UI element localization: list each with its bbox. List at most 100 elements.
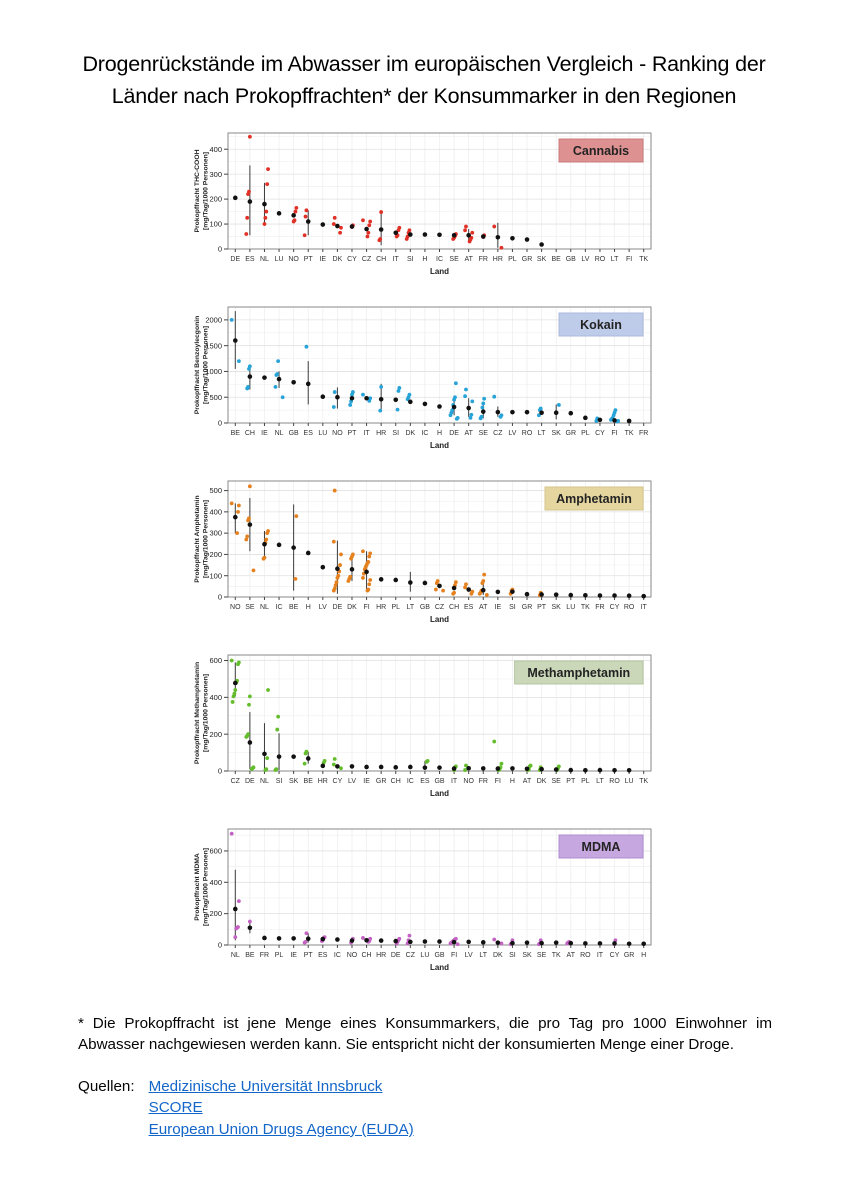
chart-mdma: 0 200 400 600 NL BE FR PL IE PT ES IC NO CH HR DE CZ LU GB… — [191, 823, 657, 983]
svg-text:GR: GR — [624, 952, 635, 959]
svg-text:BE: BE — [231, 430, 241, 437]
svg-text:PL: PL — [391, 604, 400, 611]
svg-text:H: H — [437, 430, 442, 437]
svg-text:DE: DE — [391, 952, 401, 959]
svg-text:IC: IC — [276, 604, 283, 611]
svg-text:RO: RO — [595, 256, 606, 263]
svg-text:200: 200 — [209, 550, 222, 559]
svg-text:ES: ES — [245, 256, 255, 263]
svg-text:H: H — [641, 952, 646, 959]
svg-text:HR: HR — [376, 604, 386, 611]
svg-text:IT: IT — [393, 256, 400, 263]
legend-label: Methamphetamin — [527, 666, 630, 680]
svg-text:0: 0 — [218, 592, 222, 601]
svg-text:500: 500 — [209, 392, 222, 401]
svg-text:LT: LT — [538, 430, 546, 437]
svg-text:[mg/Tag/1000 Personen]: [mg/Tag/1000 Personen] — [203, 847, 210, 925]
svg-text:[mg/Tag/1000 Personen]: [mg/Tag/1000 Personen] — [203, 499, 210, 577]
svg-text:PL: PL — [275, 952, 284, 959]
svg-text:LV: LV — [348, 778, 356, 785]
svg-text:AT: AT — [464, 430, 473, 437]
svg-text:CY: CY — [610, 952, 620, 959]
svg-text:[mg/Tag/1000 Personen]: [mg/Tag/1000 Personen] — [203, 325, 210, 403]
svg-text:RO: RO — [624, 604, 635, 611]
svg-text:SI: SI — [509, 952, 516, 959]
svg-text:NL: NL — [260, 778, 269, 785]
svg-text:SE: SE — [537, 952, 547, 959]
svg-text:SK: SK — [289, 778, 299, 785]
svg-text:CH: CH — [449, 604, 459, 611]
legend-label: Amphetamin — [556, 492, 632, 506]
footnote: * Die Prokopffracht ist jene Menge eines… — [78, 1014, 772, 1054]
svg-text:ES: ES — [420, 778, 430, 785]
svg-text:IE: IE — [290, 952, 297, 959]
svg-text:IE: IE — [495, 604, 502, 611]
svg-text:ES: ES — [464, 604, 474, 611]
sources-label: Quellen: — [78, 1077, 135, 1095]
svg-text:H: H — [422, 256, 427, 263]
svg-text:100: 100 — [209, 219, 222, 228]
svg-text:LU: LU — [566, 604, 575, 611]
svg-text:FR: FR — [479, 778, 488, 785]
svg-text:PT: PT — [304, 256, 314, 263]
svg-text:LV: LV — [465, 952, 473, 959]
svg-text:SI: SI — [276, 778, 283, 785]
svg-text:BE: BE — [245, 952, 255, 959]
svg-text:IE: IE — [261, 430, 268, 437]
svg-text:AT: AT — [567, 952, 576, 959]
svg-text:GB: GB — [566, 256, 576, 263]
svg-text:BE: BE — [304, 778, 314, 785]
svg-text:LV: LV — [508, 430, 516, 437]
svg-text:SK: SK — [552, 430, 562, 437]
svg-text:LT: LT — [406, 604, 414, 611]
legend-badge — [558, 138, 644, 162]
svg-text:CZ: CZ — [231, 778, 241, 785]
svg-text:NL: NL — [231, 952, 240, 959]
svg-text:1500: 1500 — [205, 341, 222, 350]
source-link-euda[interactable]: European Union Drugs Agency (EUDA) — [148, 1120, 414, 1138]
svg-text:LU: LU — [420, 952, 429, 959]
svg-text:TK: TK — [552, 952, 561, 959]
svg-text:600: 600 — [209, 656, 222, 665]
svg-text:PL: PL — [581, 778, 590, 785]
svg-text:NO: NO — [347, 952, 358, 959]
sources-block: Quellen: Medizinische Universität Innsbr… — [78, 1076, 848, 1141]
svg-text:CH: CH — [362, 952, 372, 959]
svg-text:FR: FR — [639, 430, 648, 437]
source-link-score[interactable]: SCORE — [148, 1099, 203, 1117]
svg-text:AT: AT — [479, 604, 488, 611]
svg-text:600: 600 — [209, 846, 222, 855]
svg-text:CZ: CZ — [493, 430, 503, 437]
chart-amphetamin: 0 100 200 300 400 500 NO SE NL IC BE H LV DE DK FI HR PL L… — [191, 475, 657, 635]
svg-text:SE: SE — [449, 256, 459, 263]
svg-text:IE: IE — [319, 256, 326, 263]
svg-text:200: 200 — [209, 909, 222, 918]
svg-text:LT: LT — [479, 952, 487, 959]
source-link-med-uni-innsbruck[interactable]: Medizinische Universität Innsbruck — [148, 1077, 383, 1095]
svg-text:DK: DK — [347, 604, 357, 611]
svg-text:PT: PT — [537, 604, 547, 611]
svg-text:FI: FI — [451, 952, 457, 959]
svg-text:400: 400 — [209, 144, 222, 153]
svg-text:NO: NO — [332, 430, 343, 437]
svg-text:Prokopffracht Amphetamin: Prokopffracht Amphetamin — [194, 495, 201, 582]
svg-text:IT: IT — [597, 952, 604, 959]
svg-text:IT: IT — [641, 604, 648, 611]
svg-text:NL: NL — [260, 604, 269, 611]
svg-text:LT: LT — [596, 778, 604, 785]
svg-text:CH: CH — [245, 430, 255, 437]
svg-text:TK: TK — [581, 604, 590, 611]
svg-text:LV: LV — [581, 256, 589, 263]
svg-text:Land: Land — [430, 267, 449, 276]
svg-text:0: 0 — [218, 766, 222, 775]
svg-text:FR: FR — [595, 604, 604, 611]
svg-text:FI: FI — [363, 604, 369, 611]
svg-text:BE: BE — [289, 604, 299, 611]
svg-text:0: 0 — [218, 418, 222, 427]
svg-text:AT: AT — [523, 778, 532, 785]
svg-text:LV: LV — [319, 604, 327, 611]
svg-text:Land: Land — [430, 789, 449, 798]
svg-text:200: 200 — [209, 729, 222, 738]
page-title: Drogenrückstände im Abwasser im europäis… — [82, 52, 766, 109]
svg-text:SK: SK — [552, 604, 562, 611]
